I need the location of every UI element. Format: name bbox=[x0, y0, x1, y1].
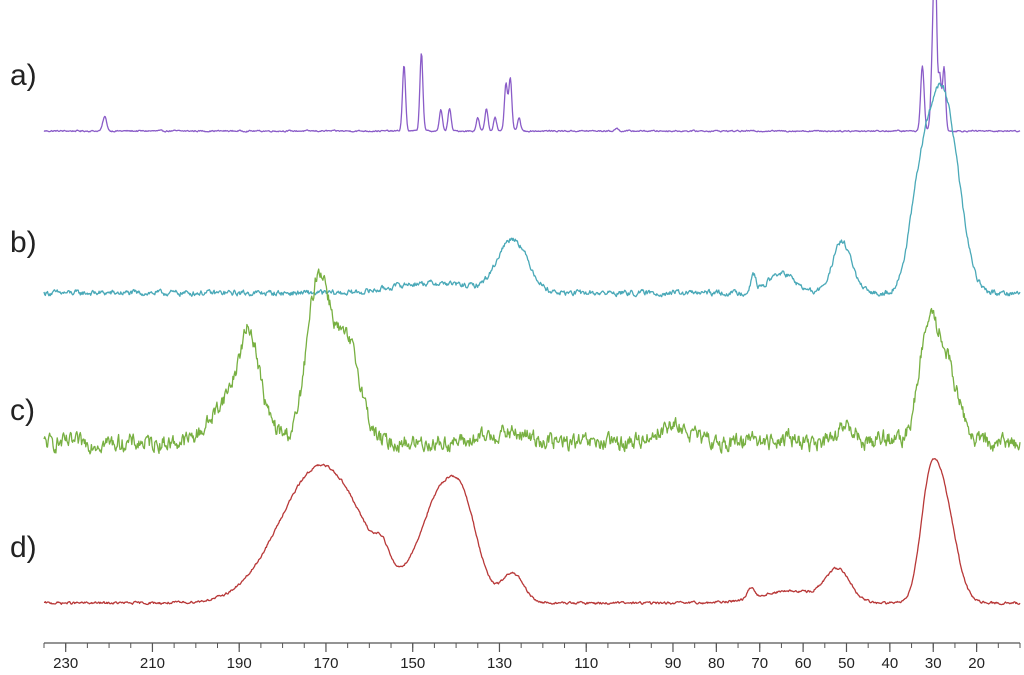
x-tick-label-90: 90 bbox=[665, 655, 682, 672]
x-tick-label-80: 80 bbox=[708, 655, 725, 672]
x-tick-label-190: 190 bbox=[227, 655, 252, 672]
panel-labels: a) b) c) d) bbox=[10, 59, 37, 564]
x-tick-label-60: 60 bbox=[795, 655, 812, 672]
x-tick-label-230: 230 bbox=[53, 655, 78, 672]
panel-label-d: d) bbox=[10, 531, 37, 564]
x-tick-label-20: 20 bbox=[968, 655, 985, 672]
x-tick-label-30: 30 bbox=[925, 655, 942, 672]
spectrum-c bbox=[43, 268, 1021, 455]
x-tick-label-210: 210 bbox=[140, 655, 165, 672]
spectrum-b bbox=[43, 82, 1021, 298]
spectra-group bbox=[43, 0, 1021, 606]
spectrum-a bbox=[43, 0, 1021, 133]
x-tick-label-110: 110 bbox=[574, 655, 598, 672]
x-axis: 230 210 190 170 150 130 110 90 80 70 60 50 40 30 20 bbox=[43, 642, 1021, 672]
x-tick-label-130: 130 bbox=[487, 655, 512, 672]
x-tick-label-40: 40 bbox=[882, 655, 899, 672]
x-tick-label-150: 150 bbox=[400, 655, 425, 672]
panel-label-c: c) bbox=[10, 394, 35, 427]
x-tick-label-70: 70 bbox=[751, 655, 768, 672]
x-tick-label-170: 170 bbox=[313, 655, 338, 672]
panel-label-a: a) bbox=[10, 59, 37, 92]
x-tick-label-50: 50 bbox=[838, 655, 855, 672]
panel-label-b: b) bbox=[10, 226, 37, 259]
spectrum-d bbox=[43, 457, 1021, 606]
